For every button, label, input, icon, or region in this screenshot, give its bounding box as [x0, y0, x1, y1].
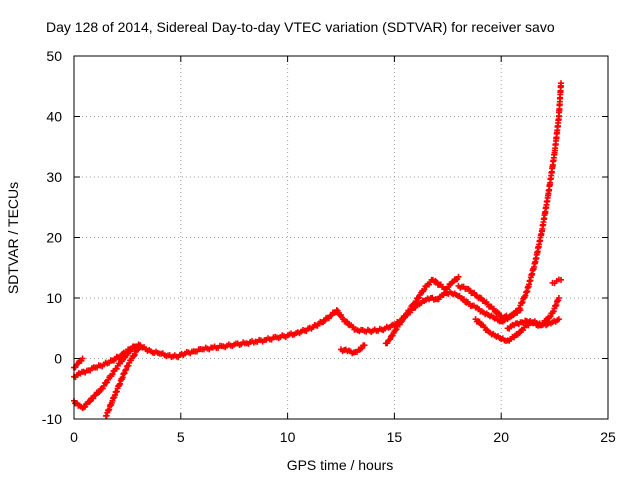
data-point	[109, 371, 116, 378]
x-tick-label: 25	[600, 429, 616, 445]
data-point	[361, 342, 368, 349]
data-point	[421, 286, 428, 293]
chart-title: Day 128 of 2014, Sidereal Day-to-day VTE…	[46, 19, 555, 35]
x-tick-label: 0	[70, 429, 78, 445]
grid	[74, 56, 608, 419]
data-point	[135, 346, 142, 353]
series-track-i	[504, 295, 562, 332]
y-tick-label: 10	[46, 290, 62, 306]
data-point	[407, 306, 414, 313]
data-point	[412, 298, 419, 305]
series-track-c	[103, 346, 142, 419]
series-track-j	[549, 276, 565, 287]
y-tick-label: 40	[46, 109, 62, 125]
data-point	[398, 318, 405, 325]
data-point	[131, 351, 138, 358]
data-point	[79, 355, 86, 362]
data-point	[127, 348, 134, 355]
x-tick-label: 20	[493, 429, 509, 445]
y-tick-label: 20	[46, 230, 62, 246]
data-layer	[71, 80, 565, 419]
series-track-e	[338, 342, 368, 357]
y-tick-label: -10	[42, 411, 62, 427]
data-point	[455, 273, 462, 280]
axes: 0 5 10 15 20 25 -10 0 10 20 30 40 50	[42, 48, 616, 445]
x-tick-label: 10	[280, 429, 296, 445]
data-point	[137, 342, 144, 349]
data-point	[87, 398, 94, 405]
data-point	[96, 389, 103, 396]
data-point	[125, 362, 132, 369]
series-track-g	[455, 80, 565, 321]
data-point	[397, 319, 404, 326]
data-point	[555, 316, 562, 323]
x-tick-label: 15	[387, 429, 403, 445]
data-point	[558, 276, 565, 283]
x-tick-label: 5	[177, 429, 185, 445]
data-point	[555, 295, 562, 301]
y-tick-label: 0	[54, 351, 62, 367]
data-point	[358, 345, 365, 352]
data-point	[547, 313, 554, 320]
data-point	[100, 382, 107, 389]
y-tick-label: 30	[46, 169, 62, 185]
y-tick-label: 50	[46, 48, 62, 64]
data-point	[122, 367, 129, 374]
data-point	[91, 392, 98, 399]
data-point	[558, 80, 565, 87]
series-track-b	[71, 341, 144, 412]
y-axis-label: SDTVAR / TECUs	[5, 182, 21, 294]
data-point	[334, 307, 341, 314]
data-point	[113, 365, 120, 372]
data-point	[123, 366, 130, 373]
data-point	[134, 347, 141, 354]
data-point	[402, 314, 409, 321]
data-point	[119, 358, 126, 365]
data-point	[393, 326, 400, 333]
x-axis-label: GPS time / hours	[287, 457, 394, 473]
series-track-f	[382, 273, 462, 347]
